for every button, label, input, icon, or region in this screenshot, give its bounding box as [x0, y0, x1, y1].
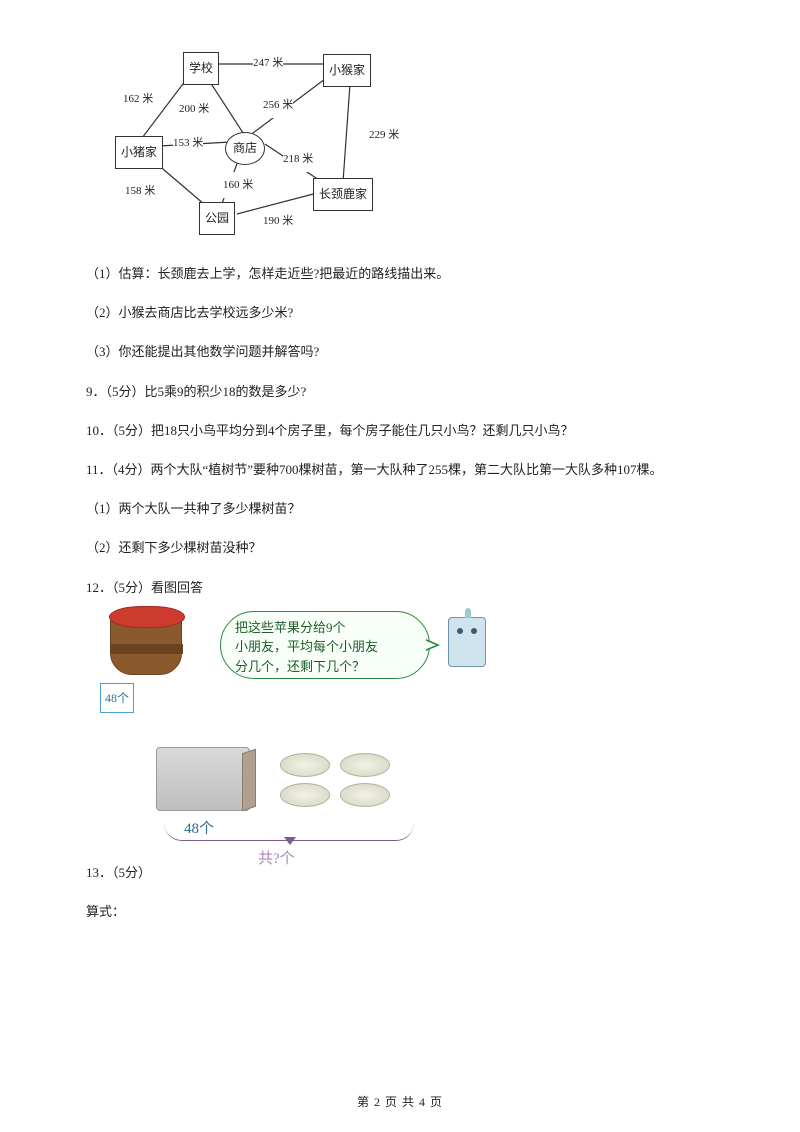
edge-label: 218 米 [283, 146, 313, 172]
q11-main: 11．（4分）两个大队“植树节”要种700棵树苗，第一大队种了255棵，第二大队… [60, 454, 740, 485]
plate-icon [280, 783, 330, 807]
q11-sub1: （1）两个大队一共种了多少棵树苗？ [60, 493, 740, 524]
bubble-line: 分几个，还剩下几个？ [235, 657, 415, 677]
page-content: 学校 小猴家 小猪家 商店 长颈鹿家 公园 247 米 162 米 200 米 … [60, 50, 740, 927]
node-park: 公园 [199, 202, 235, 235]
basket-count-badge: 48个 [100, 683, 134, 714]
node-store: 商店 [225, 132, 265, 165]
basket-icon [110, 613, 182, 675]
q11-sub2: （2）还剩下多少棵树苗没种？ [60, 532, 740, 563]
q12-prompt: 12．（5分）看图回答 [60, 572, 740, 603]
node-monkey: 小猴家 [323, 54, 371, 87]
q8-sub1: （1）估算：长颈鹿去上学，怎样走近些?把最近的路线描出来。 [60, 258, 740, 289]
node-pig: 小猪家 [115, 136, 163, 169]
plate-icon [340, 753, 390, 777]
edge-label: 200 米 [179, 96, 209, 122]
q12-figure: 48个 把这些苹果分给9个 小朋友，平均每个小朋友 分几个，还剩下几个？ [110, 611, 530, 741]
q13-figure: 48个 共?个 [150, 747, 450, 857]
q10: 10．（5分）把18只小鸟平均分到4个房子里，每个房子能住几只小鸟？还剩几只小鸟… [60, 415, 740, 446]
q8-diagram: 学校 小猴家 小猪家 商店 长颈鹿家 公园 247 米 162 米 200 米 … [115, 50, 740, 240]
q13-formula-label: 算式： [60, 896, 740, 927]
edge-label: 229 米 [369, 122, 399, 148]
plate-icon [280, 753, 330, 777]
plate-icon [340, 783, 390, 807]
node-school: 学校 [183, 52, 219, 85]
box-icon [156, 747, 250, 811]
edge-label: 162 米 [123, 86, 153, 112]
edge-label: 153 米 [173, 130, 203, 156]
edge-label: 160 米 [223, 172, 253, 198]
edge-label: 190 米 [263, 208, 293, 234]
edge-label: 256 米 [263, 92, 293, 118]
bubble-line: 把这些苹果分给9个 [235, 618, 415, 638]
q8-sub3: （3）你还能提出其他数学问题并解答吗? [60, 336, 740, 367]
robot-icon [448, 617, 486, 667]
edge-label: 247 米 [253, 50, 283, 76]
page-footer: 第 2 页 共 4 页 [0, 1093, 800, 1110]
bubble-line: 小朋友，平均每个小朋友 [235, 637, 415, 657]
q8-sub2: （2）小猴去商店比去学校远多少米? [60, 297, 740, 328]
speech-bubble: 把这些苹果分给9个 小朋友，平均每个小朋友 分几个，还剩下几个？ [220, 611, 430, 679]
q9: 9．（5分）比5乘9的积少18的数是多少? [60, 376, 740, 407]
q13-prompt: 13．（5分） [60, 857, 740, 888]
node-giraffe: 长颈鹿家 [313, 178, 373, 211]
brace-label: 共?个 [258, 841, 295, 877]
edge-label: 158 米 [125, 178, 155, 204]
